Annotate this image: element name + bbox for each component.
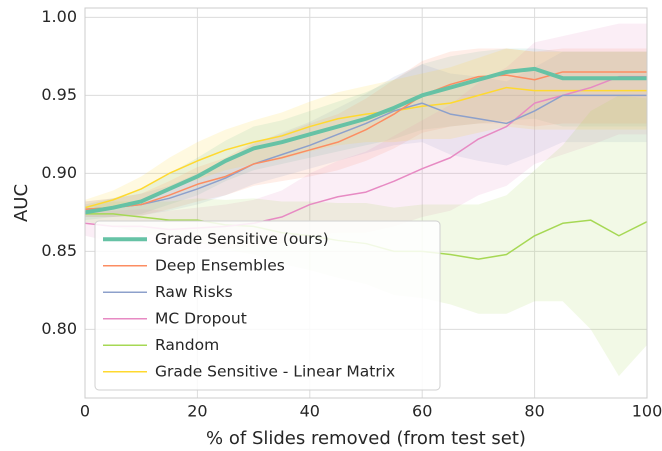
x-tick-label: 20 xyxy=(187,402,207,421)
confidence-band xyxy=(85,23,647,249)
legend-box xyxy=(94,220,441,391)
series-line xyxy=(84,66,647,215)
y-tick-label: 0.95 xyxy=(41,85,77,104)
y-tick-label: 0.90 xyxy=(41,163,77,182)
x-axis-label: % of Slides removed (from test set) xyxy=(206,428,526,449)
x-tick-label: 80 xyxy=(524,402,544,421)
legend-label: Raw Risks xyxy=(155,283,233,301)
confidence-band xyxy=(85,48,647,218)
confidence-band xyxy=(85,48,647,216)
x-tick-label: 60 xyxy=(412,402,432,421)
x-tick-label: 40 xyxy=(300,402,320,421)
legend-label: Grade Sensitive (ours) xyxy=(155,230,329,248)
legend-label: Grade Sensitive - Linear Matrix xyxy=(155,362,395,380)
legend-label: Random xyxy=(155,336,219,354)
y-tick-label: 0.85 xyxy=(41,241,77,260)
x-tick-label: 0 xyxy=(80,402,90,421)
legend-label: Deep Ensembles xyxy=(155,256,285,274)
x-tick-label: 100 xyxy=(632,402,662,421)
legend-label: MC Dropout xyxy=(155,309,247,327)
legend: Grade Sensitive (ours) Deep Ensembles Raw … xyxy=(94,220,441,391)
series-line xyxy=(84,86,647,209)
y-tick-label: 0.80 xyxy=(41,319,77,338)
plot-frame xyxy=(84,7,648,399)
y-tick-label: 1.00 xyxy=(41,7,77,26)
series-line xyxy=(84,94,647,210)
y-axis-label: AUC xyxy=(11,184,32,222)
